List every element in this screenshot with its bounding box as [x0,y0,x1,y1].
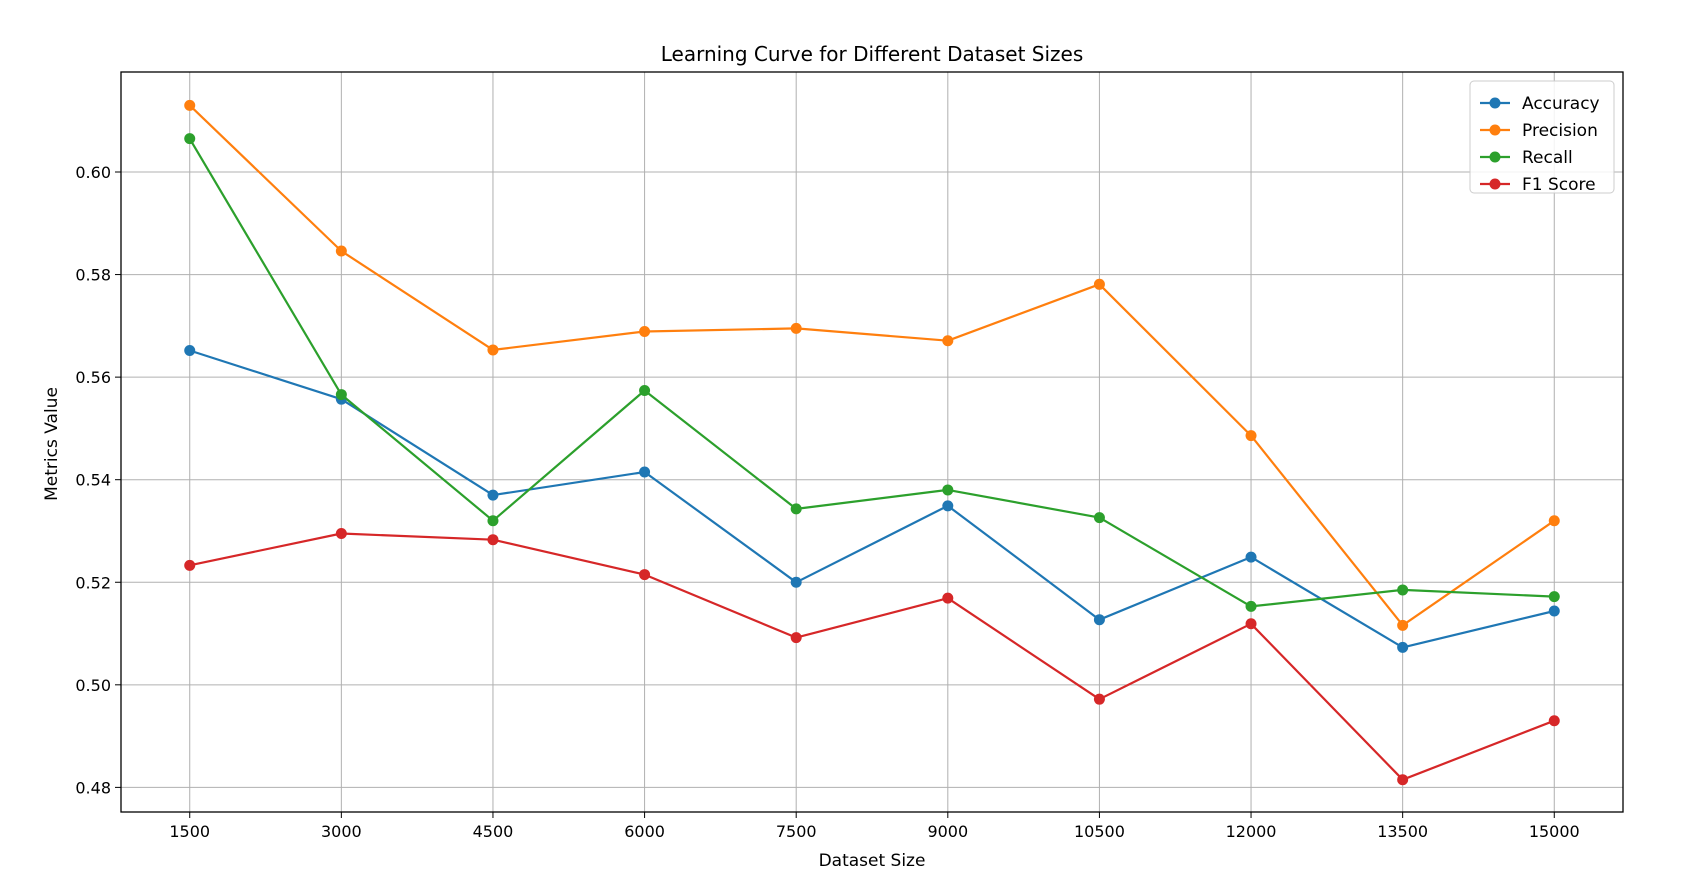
legend-marker-recall [1489,151,1501,163]
data-point-accuracy [1245,551,1257,563]
data-point-accuracy [1548,605,1560,617]
series-precision [184,99,1560,631]
data-point-recall [1093,512,1105,524]
y-tick-label: 0.60 [75,163,111,182]
series-line-precision [188,104,1555,627]
series-recall [184,133,1560,612]
x-tick-label: 15000 [1529,822,1580,841]
y-tick-label: 0.56 [75,368,111,387]
data-point-recall [1245,600,1257,612]
data-point-accuracy [487,489,499,501]
data-point-precision [335,245,347,257]
x-tick-label: 3000 [321,822,362,841]
data-point-precision [790,322,802,334]
x-tick-label: 9000 [927,822,968,841]
legend-marker-f1-score [1489,178,1501,190]
data-point-precision [1548,515,1560,527]
x-tick-label: 12000 [1226,822,1277,841]
x-tick-label: 7500 [776,822,817,841]
legend-box [1469,80,1615,194]
legend-marker-accuracy [1489,97,1501,109]
axes: 1500 3000 4500 6000 7500 9000 10500 12000 13500 1… [75,163,1579,841]
data-point-precision [639,325,651,337]
legend-label-recall: Recall [1522,148,1573,168]
data-point-recall [942,484,954,496]
data-point-recall [1548,591,1560,603]
grid-lines [121,72,1623,812]
data-point-recall [1397,584,1409,596]
y-tick-label: 0.58 [75,266,111,285]
data-point-f1-score [184,559,196,571]
data-point-f1-score [790,632,802,644]
data-point-recall [487,515,499,527]
x-tick-label: 13500 [1377,822,1428,841]
data-point-precision [184,99,196,111]
y-tick-label: 0.52 [75,573,111,592]
legend-item-precision: Precision [1480,121,1598,141]
y-tick-label: 0.50 [75,676,111,695]
data-point-precision [1093,278,1105,290]
series-f1-score [184,528,1560,786]
x-tick-label: 10500 [1074,822,1125,841]
y-axis-label: Metrics Value [42,387,62,501]
data-point-recall [184,133,196,145]
data-point-accuracy [942,500,954,512]
legend: Accuracy Precision Recall F1 Score [1469,80,1615,195]
legend-label-precision: Precision [1522,121,1598,141]
x-tick-label: 1500 [169,822,210,841]
legend-item-accuracy: Accuracy [1480,94,1600,114]
data-point-accuracy [1093,614,1105,626]
data-point-accuracy [790,576,802,588]
legend-marker-precision [1489,124,1501,136]
data-point-f1-score [487,534,499,546]
y-tick-label: 0.54 [75,471,111,490]
series-group [184,99,1560,786]
series-line-recall [188,138,1555,608]
legend-label-accuracy: Accuracy [1522,94,1600,114]
series-line-accuracy [189,349,1555,649]
legend-item-f1-score: F1 Score [1480,175,1596,195]
data-point-f1-score [1397,774,1409,786]
data-point-f1-score [1548,715,1560,727]
data-point-f1-score [942,592,954,604]
data-point-f1-score [335,528,347,540]
data-point-accuracy [639,466,651,478]
x-tick-label: 6000 [624,822,665,841]
data-point-recall [790,503,802,515]
series-line-f1-score [189,532,1555,781]
x-tick-label: 4500 [473,822,514,841]
data-point-accuracy [184,344,196,356]
data-point-precision [942,335,954,347]
data-point-accuracy [1397,641,1409,653]
x-axis-label: Dataset Size [819,851,926,871]
data-point-recall [639,384,651,396]
data-point-precision [1397,619,1409,631]
legend-label-f1-score: F1 Score [1522,175,1596,195]
data-point-f1-score [1093,693,1105,705]
data-point-recall [335,389,347,401]
data-point-f1-score [639,569,651,581]
chart-title: Learning Curve for Different Dataset Siz… [661,42,1084,66]
legend-item-recall: Recall [1480,148,1573,168]
data-point-f1-score [1245,618,1257,630]
data-point-precision [1245,430,1257,442]
y-tick-label: 0.48 [75,778,111,797]
plot-area [120,71,1624,813]
series-accuracy [184,344,1560,653]
data-point-precision [487,344,499,356]
